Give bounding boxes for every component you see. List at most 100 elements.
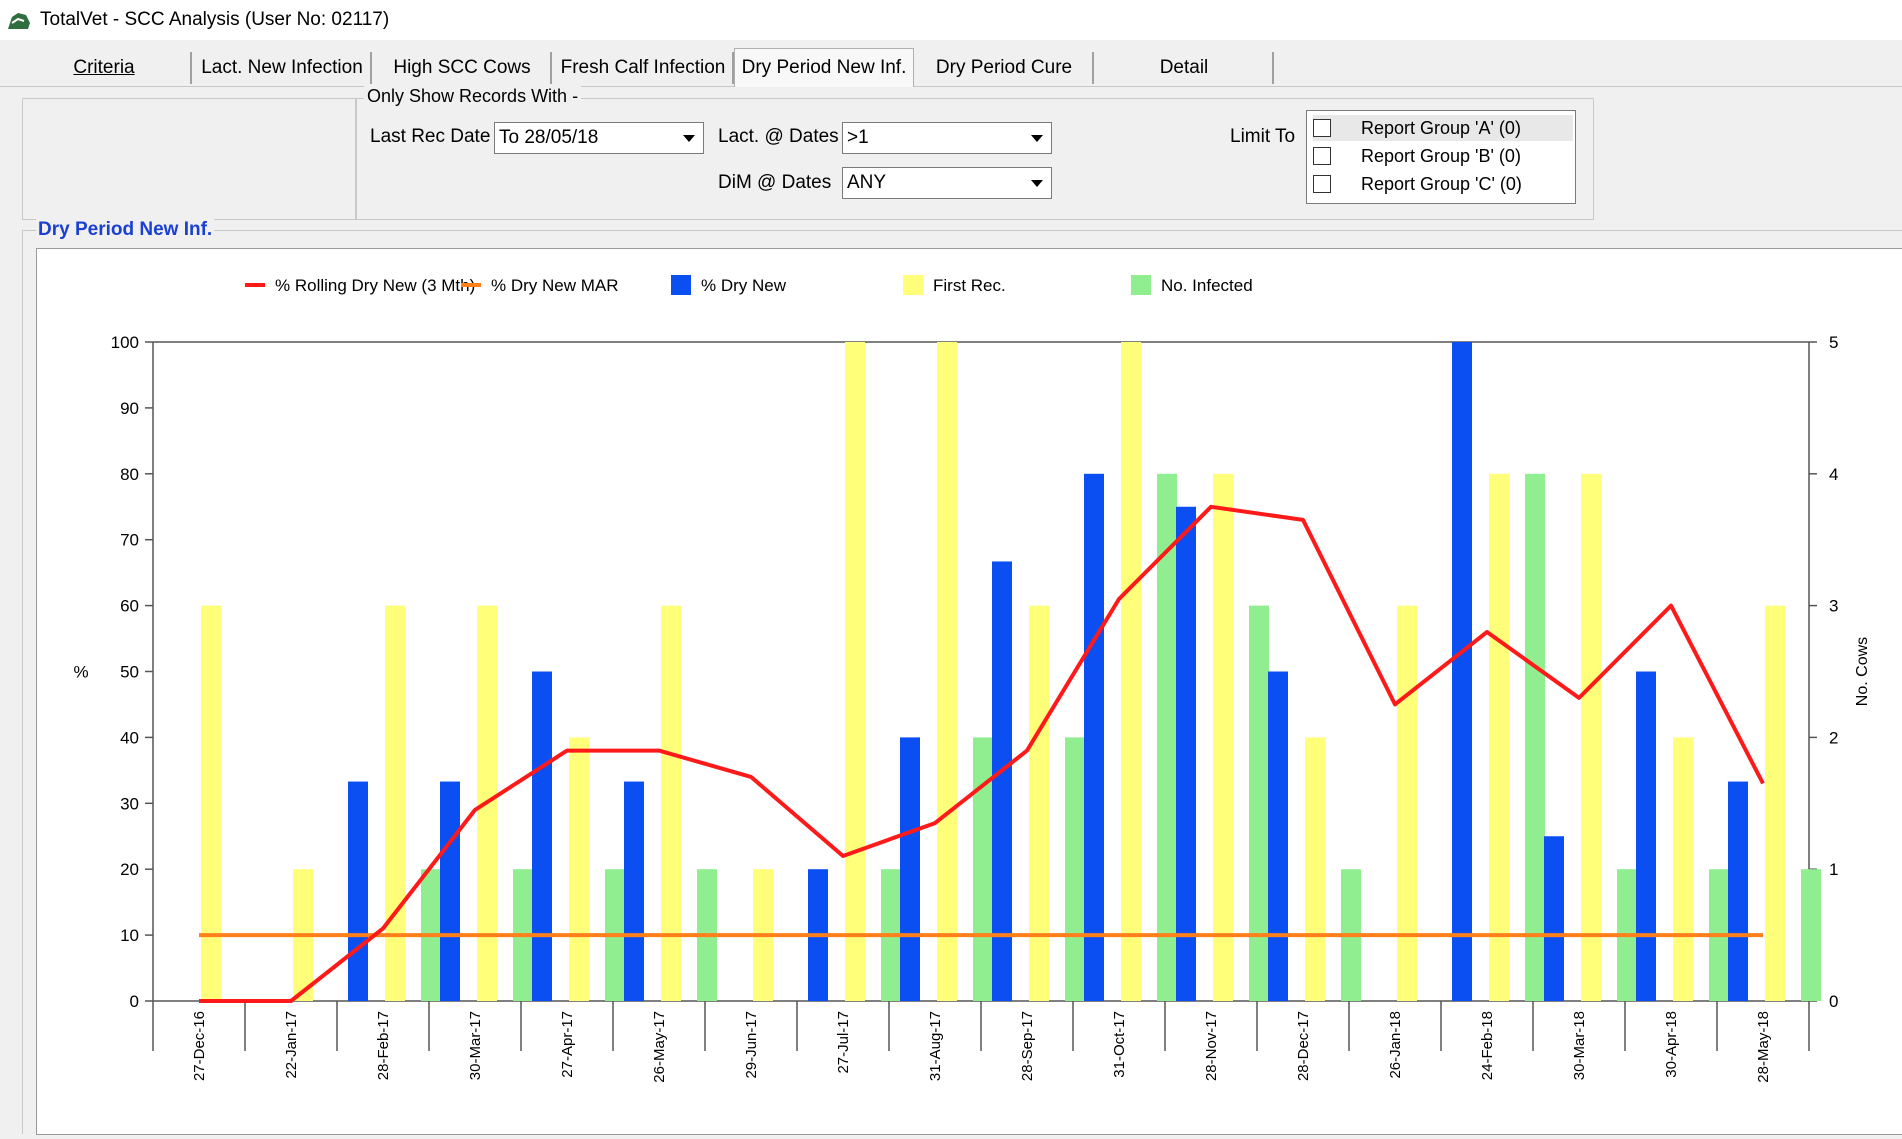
x-tick-label: 30-Mar-17 [467, 1011, 484, 1080]
tab-strip: Criteria Lact. New Infection High SCC Co… [0, 46, 1902, 87]
x-tick-label: 31-Oct-17 [1111, 1011, 1128, 1078]
option-label: Report Group 'B' (0) [1361, 145, 1521, 166]
checkbox[interactable] [1313, 175, 1331, 193]
y-tick-label: 10 [120, 926, 139, 945]
bar-no-infected [1801, 869, 1821, 1001]
bar-first-rec [1397, 605, 1417, 1001]
bar-dry-new [1176, 506, 1196, 1001]
chevron-down-icon[interactable] [677, 125, 701, 151]
legend-label: % Rolling Dry New (3 Mth) [275, 276, 475, 295]
lact-at-dates-select[interactable]: >1 [842, 122, 1052, 154]
x-tick-label: 26-May-17 [651, 1011, 668, 1083]
bar-no-infected [973, 737, 993, 1001]
tab-high-scc-cows[interactable]: High SCC Cows [374, 52, 552, 84]
bar-first-rec [385, 605, 405, 1001]
bar-dry-new [348, 781, 368, 1001]
tab-lact-new-infection[interactable]: Lact. New Infection [194, 52, 372, 84]
x-tick-label: 29-Jun-17 [743, 1011, 760, 1079]
x-tick-label: 28-Dec-17 [1295, 1011, 1312, 1081]
y-tick-label: 20 [120, 860, 139, 879]
lact-at-dates-value: >1 [847, 127, 869, 148]
bar-first-rec [1765, 605, 1785, 1001]
report-group-c-option[interactable]: Report Group 'C' (0) [1313, 171, 1522, 197]
x-tick-label: 27-Dec-16 [191, 1011, 208, 1081]
report-group-b-option[interactable]: Report Group 'B' (0) [1313, 143, 1521, 169]
bar-no-infected [1249, 605, 1269, 1001]
y2-tick-label: 4 [1829, 465, 1838, 484]
bar-first-rec [569, 737, 589, 1001]
bar-first-rec [1673, 737, 1693, 1001]
tab-label: Detail [1159, 57, 1209, 78]
tab-label: High SCC Cows [393, 57, 531, 78]
x-tick-label: 28-Sep-17 [1019, 1011, 1036, 1081]
tab-dry-period-new-inf[interactable]: Dry Period New Inf. [734, 48, 914, 87]
bar-first-rec [1121, 342, 1141, 1001]
bar-no-infected [1157, 473, 1177, 1001]
y-axis-label: % [73, 663, 88, 682]
bar-dry-new [1452, 342, 1472, 1001]
tab-label: Dry Period Cure [935, 57, 1073, 78]
y2-tick-label: 2 [1829, 728, 1838, 747]
line-rolling-dry-new [199, 504, 1765, 1003]
x-tick-label: 28-May-18 [1755, 1011, 1772, 1083]
tab-dry-period-cure[interactable]: Dry Period Cure [916, 52, 1094, 84]
chart-groupbox [22, 230, 1902, 1134]
x-tick-label: 30-Apr-18 [1663, 1011, 1680, 1078]
legend-swatch [671, 275, 691, 295]
limit-to-label: Limit To [1230, 126, 1296, 147]
last-rec-date-select[interactable]: To 28/05/18 [494, 122, 704, 154]
dim-at-dates-label: DiM @ Dates [718, 172, 832, 193]
dim-at-dates-select[interactable]: ANY [842, 167, 1052, 199]
dry-period-chart: % Rolling Dry New (3 Mth) % Dry New MAR % … [73, 275, 1871, 1083]
bar-first-rec [661, 605, 681, 1001]
bar-no-infected [1525, 473, 1545, 1001]
y2-tick-label: 3 [1829, 597, 1838, 616]
filter-group-title: Only Show Records With - [364, 86, 582, 107]
tab-criteria[interactable]: Criteria [18, 52, 192, 84]
legend-label: First Rec. [933, 276, 1006, 295]
x-tick-label: 22-Jan-17 [283, 1011, 300, 1079]
x-tick-label: 26-Jan-18 [1387, 1011, 1404, 1079]
x-tick-label: 27-Jul-17 [835, 1011, 852, 1074]
tab-label: Dry Period New Inf. [741, 57, 907, 78]
y-tick-label: 80 [120, 465, 139, 484]
last-rec-date-value: To 28/05/18 [499, 127, 599, 148]
report-group-a-option[interactable]: Report Group 'A' (0) [1313, 115, 1573, 141]
y2-tick-label: 0 [1829, 992, 1838, 1011]
bar-dry-new [1636, 671, 1656, 1001]
y2-tick-label: 5 [1829, 333, 1838, 352]
bar-first-rec [1489, 473, 1509, 1001]
window-title: TotalVet - SCC Analysis (User No: 02117) [40, 9, 390, 30]
filter-groupbox [356, 98, 1594, 220]
y2-axis-label: No. Cows [1854, 637, 1871, 706]
bar-first-rec [201, 605, 221, 1001]
tab-detail[interactable]: Detail [1096, 52, 1274, 84]
bar-dry-new [1268, 671, 1288, 1001]
bar-dry-new [624, 781, 644, 1001]
bar-first-rec [937, 342, 957, 1001]
y-tick-label: 0 [130, 992, 139, 1011]
x-tick-label: 28-Feb-17 [375, 1011, 392, 1080]
checkbox[interactable] [1313, 147, 1331, 165]
criteria-blank-panel [22, 98, 356, 220]
chevron-down-icon[interactable] [1025, 170, 1049, 196]
bar-dry-new [900, 737, 920, 1001]
bar-dry-new [440, 781, 460, 1001]
bar-dry-new [1728, 781, 1748, 1001]
bar-dry-new [1544, 836, 1564, 1001]
y-tick-label: 90 [120, 399, 139, 418]
y-tick-label: 60 [120, 597, 139, 616]
bar-first-rec [1213, 473, 1233, 1001]
tab-fresh-calf-infection[interactable]: Fresh Calf Infection [554, 52, 734, 84]
tab-label: Fresh Calf Infection [560, 57, 726, 78]
option-label: Report Group 'A' (0) [1361, 117, 1521, 138]
x-tick-label: 30-Mar-18 [1571, 1011, 1588, 1080]
lact-at-dates-label: Lact. @ Dates [718, 126, 839, 147]
tab-label: Criteria [73, 57, 135, 78]
dim-at-dates-value: ANY [847, 172, 887, 193]
legend-label: % Dry New MAR [491, 276, 619, 295]
bar-dry-new [992, 561, 1012, 1001]
x-tick-label: 28-Nov-17 [1203, 1011, 1220, 1081]
chevron-down-icon[interactable] [1025, 125, 1049, 151]
checkbox[interactable] [1313, 119, 1331, 137]
